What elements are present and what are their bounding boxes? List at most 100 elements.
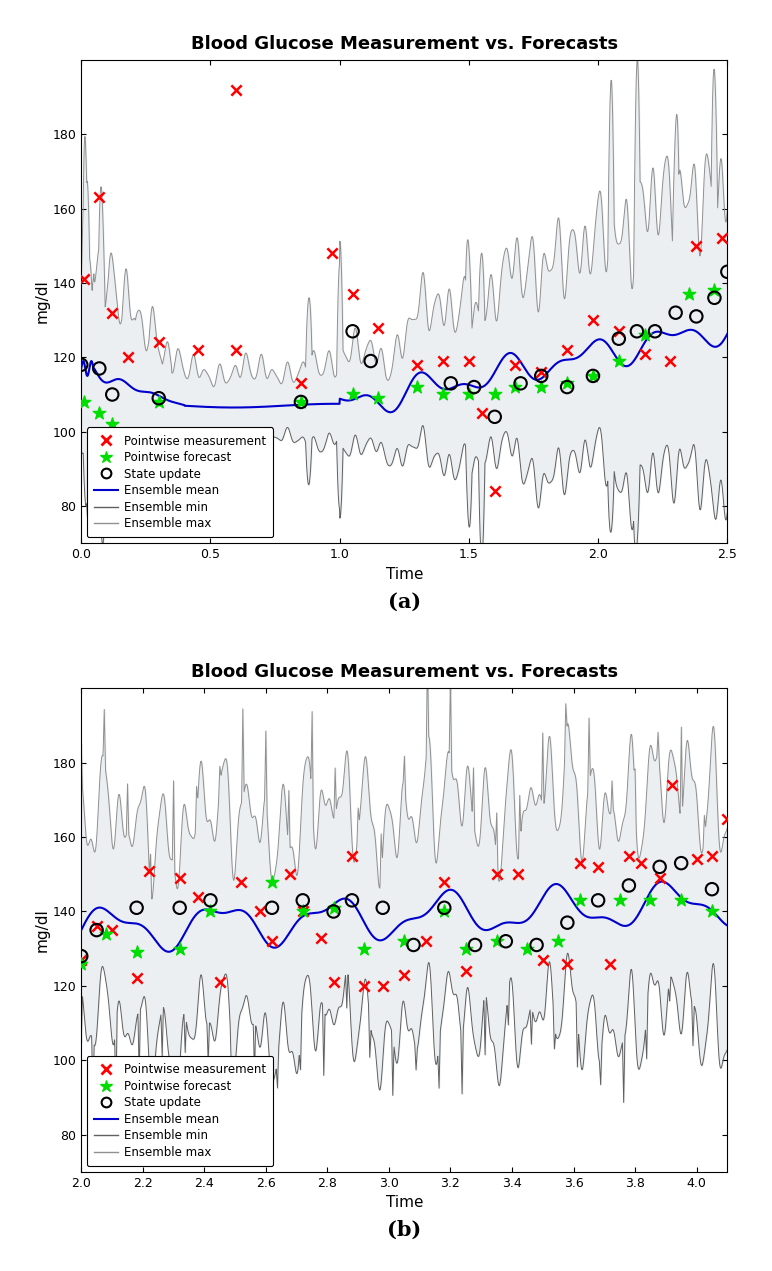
Point xyxy=(489,480,501,501)
Point xyxy=(708,280,720,300)
Point xyxy=(296,901,309,921)
Point xyxy=(521,938,533,958)
Point xyxy=(377,897,389,918)
Point xyxy=(438,897,450,918)
Point xyxy=(653,868,665,888)
Point xyxy=(512,864,524,885)
Point xyxy=(645,890,657,910)
Point xyxy=(469,934,481,955)
Point xyxy=(574,890,586,910)
Point xyxy=(587,366,599,386)
Point xyxy=(459,961,472,981)
Point xyxy=(489,384,501,404)
Point xyxy=(75,946,87,966)
Legend: Pointwise measurement, Pointwise forecast, State update, Ensemble mean, Ensemble: Pointwise measurement, Pointwise forecas… xyxy=(87,427,273,538)
Point xyxy=(398,965,411,985)
Point xyxy=(669,302,682,323)
Point xyxy=(613,328,625,348)
Point xyxy=(106,920,118,941)
Point xyxy=(253,901,266,921)
Point xyxy=(174,897,186,918)
Point xyxy=(706,901,718,921)
Point xyxy=(284,864,296,885)
Point xyxy=(327,972,340,993)
Point xyxy=(90,920,103,941)
Point xyxy=(143,860,155,881)
Point xyxy=(93,403,106,423)
Y-axis label: mg/dl: mg/dl xyxy=(35,280,49,323)
Y-axis label: mg/dl: mg/dl xyxy=(35,909,49,952)
Point xyxy=(372,388,384,408)
Point xyxy=(90,916,103,937)
Point xyxy=(690,306,703,327)
Point xyxy=(192,886,205,906)
Point xyxy=(535,362,547,383)
Point xyxy=(490,932,503,952)
Point xyxy=(315,928,327,948)
Point xyxy=(130,969,143,989)
Point xyxy=(364,351,377,371)
Title: Blood Glucose Measurement vs. Forecasts: Blood Glucose Measurement vs. Forecasts xyxy=(191,34,618,52)
Point xyxy=(347,384,359,404)
Point xyxy=(346,890,358,910)
Point xyxy=(623,845,635,866)
Point xyxy=(266,872,278,892)
Point xyxy=(205,890,217,910)
Point xyxy=(75,949,87,970)
Point xyxy=(690,849,703,869)
Point xyxy=(230,339,242,360)
Point xyxy=(296,901,309,921)
Point xyxy=(592,890,604,910)
Point xyxy=(561,374,574,394)
Legend: Pointwise measurement, Pointwise forecast, State update, Ensemble mean, Ensemble: Pointwise measurement, Pointwise forecas… xyxy=(87,1056,273,1166)
X-axis label: Time: Time xyxy=(385,567,423,582)
Point xyxy=(121,347,134,367)
Point xyxy=(675,853,687,873)
Point xyxy=(721,262,733,282)
Point xyxy=(706,845,718,866)
Point xyxy=(295,374,307,394)
X-axis label: Time: Time xyxy=(385,1195,423,1210)
Point xyxy=(205,901,217,921)
Point xyxy=(347,283,359,304)
Point xyxy=(537,949,549,970)
Point xyxy=(613,351,625,371)
Point xyxy=(235,872,247,892)
Text: (b): (b) xyxy=(388,1220,422,1240)
Point xyxy=(675,890,687,910)
Point xyxy=(510,355,522,375)
Point xyxy=(106,414,118,435)
Point xyxy=(437,384,449,404)
Point xyxy=(372,318,384,338)
Point xyxy=(411,355,423,375)
Point xyxy=(411,377,423,398)
Point xyxy=(75,953,87,974)
Point xyxy=(230,79,242,99)
Point xyxy=(75,355,87,375)
Point xyxy=(437,351,449,371)
Point xyxy=(130,897,143,918)
Point xyxy=(266,932,278,952)
Point xyxy=(153,388,165,408)
Point xyxy=(100,924,112,944)
Point xyxy=(638,343,651,364)
Point xyxy=(499,932,512,952)
Point xyxy=(106,384,118,404)
Point xyxy=(665,775,678,796)
Point xyxy=(682,283,695,304)
Point xyxy=(130,942,143,962)
Point xyxy=(438,901,450,921)
Title: Blood Glucose Measurement vs. Forecasts: Blood Glucose Measurement vs. Forecasts xyxy=(191,663,618,681)
Point xyxy=(574,853,586,873)
Point xyxy=(604,953,617,974)
Point xyxy=(214,972,226,993)
Point xyxy=(561,339,574,360)
Point xyxy=(721,808,733,829)
Point xyxy=(708,287,720,308)
Point xyxy=(153,391,165,412)
Point xyxy=(561,953,574,974)
Point xyxy=(78,391,90,412)
Point xyxy=(510,377,522,398)
Point xyxy=(623,876,635,896)
Point xyxy=(635,853,648,873)
